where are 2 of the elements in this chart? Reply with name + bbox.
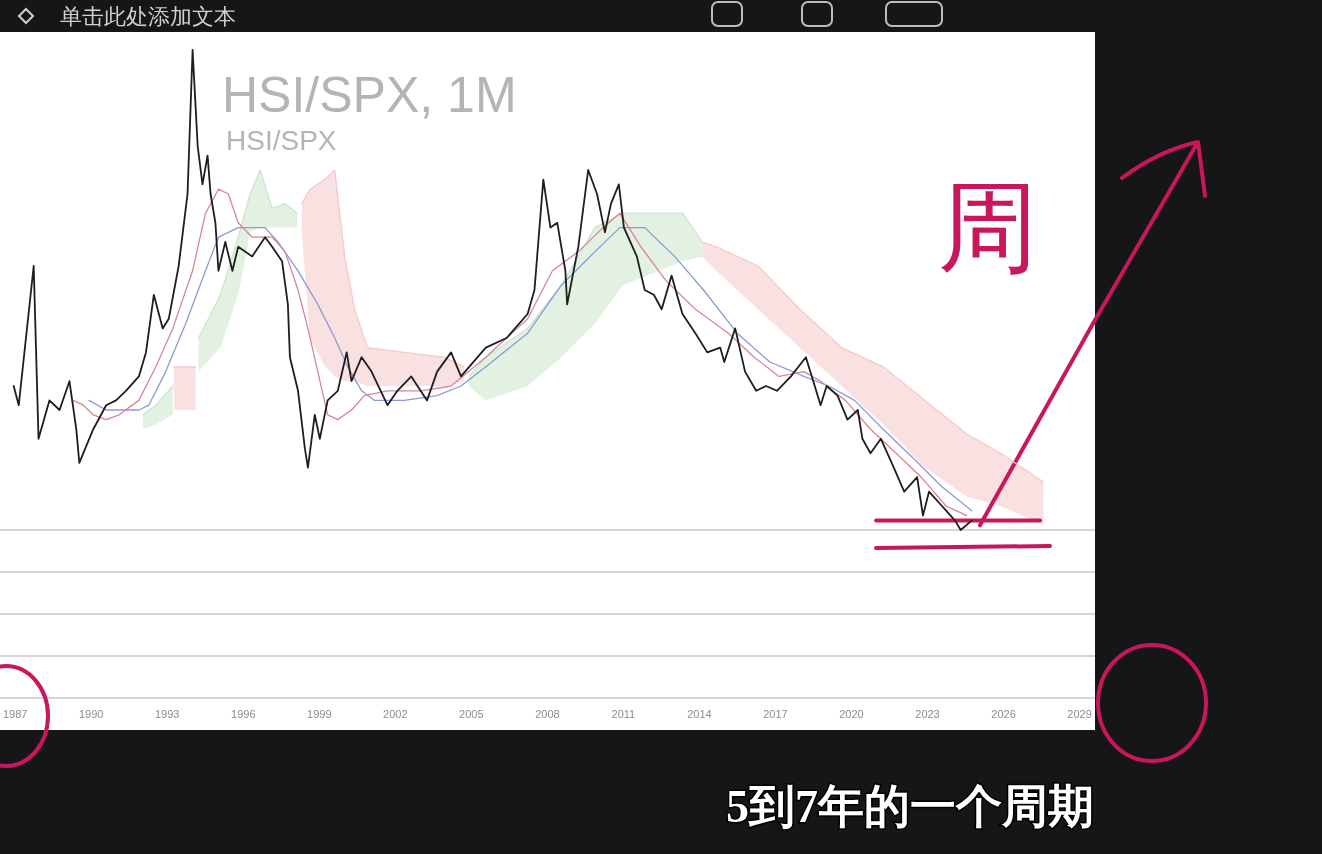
subtitle: HSI/SPX: [226, 125, 337, 156]
title: HSI/SPX, 1M: [222, 67, 517, 123]
